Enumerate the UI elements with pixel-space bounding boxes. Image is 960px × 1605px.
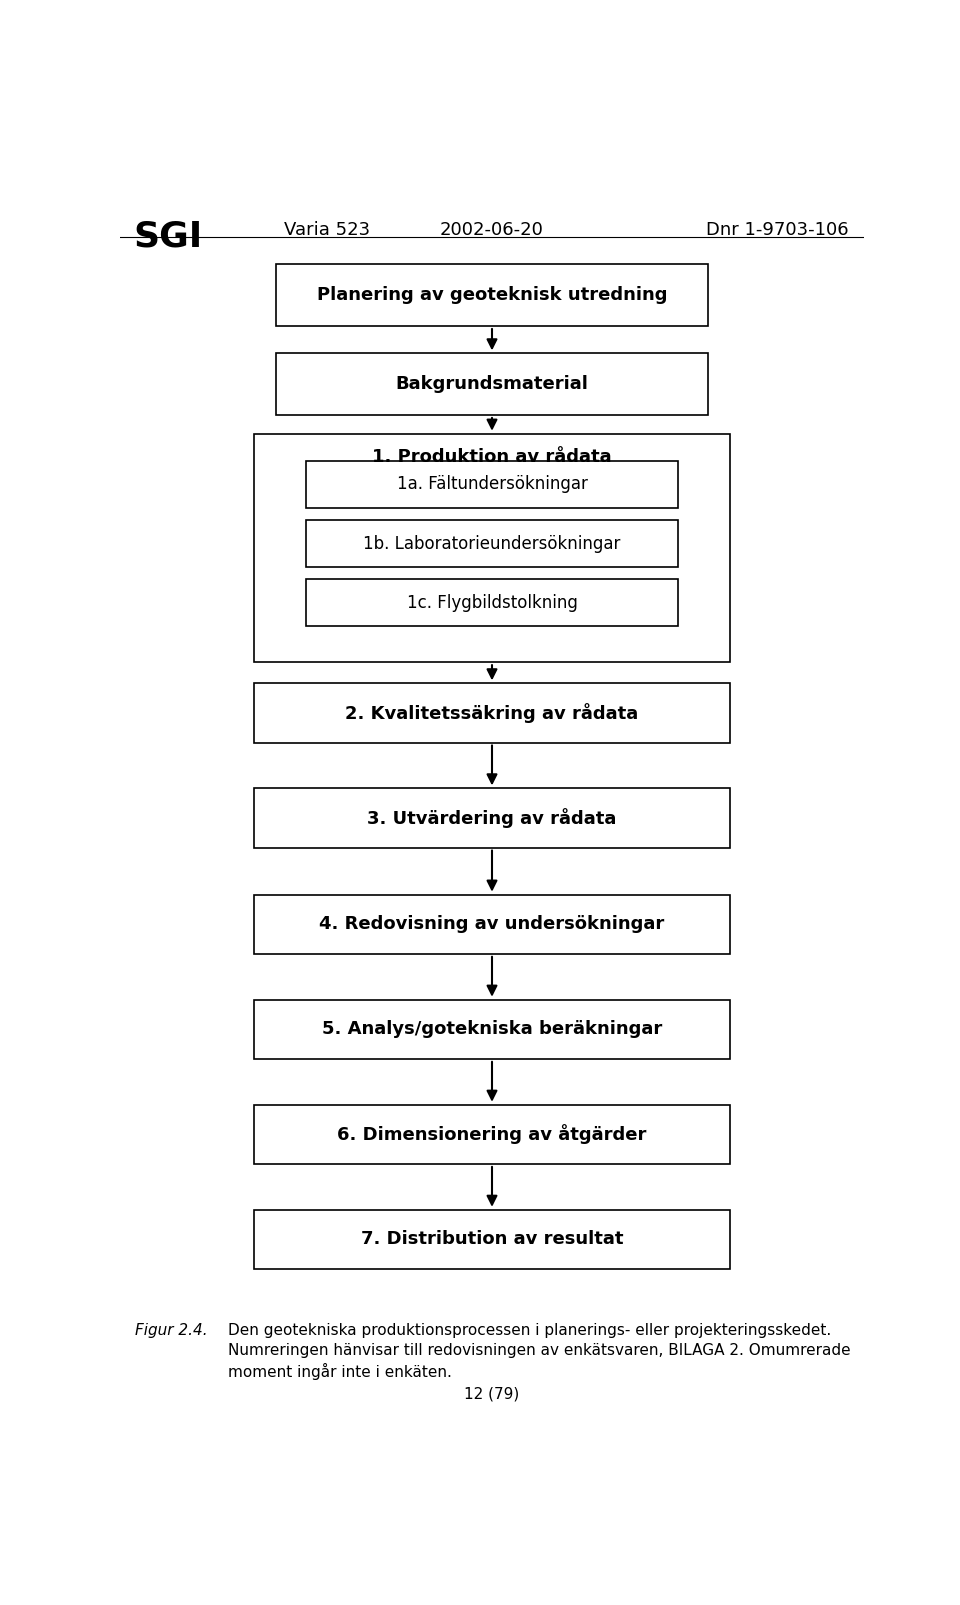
Text: 1. Produktion av rådata: 1. Produktion av rådata <box>372 448 612 467</box>
Text: 5. Analys/gotekniska beräkningar: 5. Analys/gotekniska beräkningar <box>322 1021 662 1038</box>
FancyBboxPatch shape <box>306 579 678 626</box>
Text: 3. Utvärdering av rådata: 3. Utvärdering av rådata <box>368 807 616 828</box>
Text: Figur 2.4.: Figur 2.4. <box>134 1324 207 1339</box>
FancyBboxPatch shape <box>253 894 731 953</box>
FancyBboxPatch shape <box>253 1104 731 1164</box>
Text: 2002-06-20: 2002-06-20 <box>440 221 544 239</box>
Text: 4. Redovisning av undersökningar: 4. Redovisning av undersökningar <box>320 915 664 933</box>
Text: 1b. Laboratorieundersökningar: 1b. Laboratorieundersökningar <box>363 534 621 552</box>
Text: 6. Dimensionering av åtgärder: 6. Dimensionering av åtgärder <box>337 1125 647 1144</box>
Text: moment ingår inte i enkäten.: moment ingår inte i enkäten. <box>228 1363 452 1380</box>
Text: Numreringen hänvisar till redovisningen av enkätsvaren, BILAGA 2. Omumrerade: Numreringen hänvisar till redovisningen … <box>228 1343 851 1358</box>
Text: 1c. Flygbildstolkning: 1c. Flygbildstolkning <box>407 594 577 612</box>
Text: Dnr 1-9703-106: Dnr 1-9703-106 <box>707 221 849 239</box>
FancyBboxPatch shape <box>276 265 708 326</box>
Text: 1a. Fältundersökningar: 1a. Fältundersökningar <box>396 475 588 493</box>
FancyBboxPatch shape <box>253 1210 731 1270</box>
FancyBboxPatch shape <box>306 520 678 567</box>
FancyBboxPatch shape <box>253 788 731 847</box>
Text: 12 (79): 12 (79) <box>465 1387 519 1401</box>
Text: Varia 523: Varia 523 <box>284 221 370 239</box>
FancyBboxPatch shape <box>276 353 708 416</box>
Text: Den geotekniska produktionsprocessen i planerings- eller projekteringsskedet.: Den geotekniska produktionsprocessen i p… <box>228 1324 831 1339</box>
Text: 2. Kvalitetssäkring av rådata: 2. Kvalitetssäkring av rådata <box>346 703 638 722</box>
FancyBboxPatch shape <box>253 1000 731 1059</box>
FancyBboxPatch shape <box>306 461 678 507</box>
FancyBboxPatch shape <box>253 433 731 663</box>
Text: SGI: SGI <box>133 220 203 254</box>
Text: 7. Distribution av resultat: 7. Distribution av resultat <box>361 1231 623 1249</box>
Text: Bakgrundsmaterial: Bakgrundsmaterial <box>396 376 588 393</box>
Text: Planering av geoteknisk utredning: Planering av geoteknisk utredning <box>317 286 667 305</box>
FancyBboxPatch shape <box>253 684 731 743</box>
